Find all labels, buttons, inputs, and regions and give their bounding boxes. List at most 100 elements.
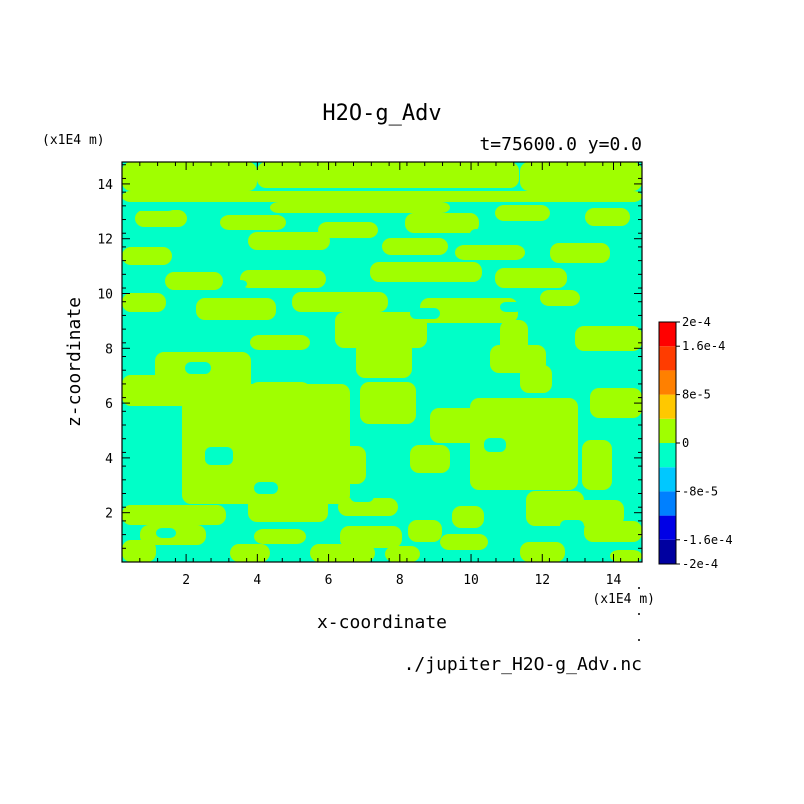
negative-region bbox=[350, 490, 374, 502]
colorbar-segment bbox=[659, 322, 676, 347]
negative-region bbox=[122, 205, 174, 211]
colorbar-label: 2e-4 bbox=[682, 315, 711, 329]
positive-region bbox=[340, 526, 402, 548]
negative-region bbox=[560, 520, 584, 532]
negative-region bbox=[156, 528, 176, 538]
colorbar-label: 1.6e-4 bbox=[682, 339, 725, 353]
chart-subtitle: t=75600.0 y=0.0 bbox=[479, 134, 642, 155]
negative-region bbox=[410, 308, 440, 319]
positive-region bbox=[175, 508, 203, 526]
x-tick-label: 8 bbox=[396, 573, 404, 588]
footer-dot bbox=[638, 587, 640, 589]
positive-region bbox=[240, 270, 326, 288]
colorbar-label: 0 bbox=[682, 436, 689, 450]
positive-region bbox=[452, 506, 484, 528]
x-tick-label: 10 bbox=[463, 573, 479, 588]
positive-region bbox=[584, 521, 642, 542]
positive-region bbox=[270, 202, 450, 213]
positive-region bbox=[135, 210, 187, 227]
negative-region bbox=[484, 438, 506, 452]
y-tick-label: 12 bbox=[97, 233, 113, 248]
positive-region bbox=[248, 232, 330, 250]
positive-region bbox=[455, 245, 525, 260]
colorbar-label: 8e-5 bbox=[682, 388, 711, 402]
colorbar-segment bbox=[659, 418, 676, 443]
positive-region bbox=[335, 312, 427, 348]
positive-region bbox=[165, 272, 223, 290]
positive-region bbox=[405, 213, 479, 233]
positive-region bbox=[220, 215, 286, 230]
positive-region bbox=[526, 491, 584, 526]
positive-region bbox=[370, 262, 482, 282]
negative-region bbox=[470, 229, 506, 239]
positive-region bbox=[590, 388, 642, 418]
negative-region bbox=[300, 220, 314, 230]
x-tick-label: 4 bbox=[253, 573, 261, 588]
colorbar-label: -2e-4 bbox=[682, 557, 718, 571]
heatmap-field bbox=[122, 162, 642, 562]
footer-dot bbox=[638, 639, 640, 641]
x-tick-label: 12 bbox=[534, 573, 550, 588]
positive-region bbox=[288, 390, 328, 412]
positive-region bbox=[360, 382, 416, 424]
positive-region bbox=[582, 440, 612, 490]
y-tick-label: 10 bbox=[97, 288, 113, 303]
y-tick-label: 8 bbox=[105, 342, 113, 357]
positive-region bbox=[250, 335, 310, 350]
footer-dot bbox=[638, 613, 640, 615]
x-tick-label: 6 bbox=[325, 573, 333, 588]
positive-region bbox=[500, 320, 528, 360]
positive-region bbox=[122, 247, 172, 265]
y-tick-label: 6 bbox=[105, 397, 113, 412]
source-file-label: ./jupiter_H2O-g_Adv.nc bbox=[404, 654, 642, 675]
positive-region bbox=[122, 293, 166, 312]
positive-region bbox=[520, 162, 642, 191]
positive-region bbox=[408, 520, 442, 542]
positive-region bbox=[232, 446, 296, 481]
y-tick-label: 4 bbox=[105, 452, 113, 467]
axis-ticks: 2 4 6 8 10 12 14 2 4 6 8 10 12 14 bbox=[97, 162, 642, 588]
plot-frame bbox=[121, 161, 643, 563]
colorbar-segment bbox=[659, 443, 676, 468]
colorbar-label: -1.6e-4 bbox=[682, 533, 733, 547]
positive-region bbox=[495, 268, 567, 288]
positive-region bbox=[306, 446, 366, 484]
positive-region bbox=[520, 542, 565, 562]
colorbar: 2e-4 1.6e-4 8e-5 0 -8e-5 -1.6e-4 -2e-4 bbox=[658, 315, 733, 571]
y-axis-label: z-coordinate bbox=[64, 297, 85, 427]
positive-region bbox=[122, 505, 226, 525]
x-tick-label: 14 bbox=[606, 573, 622, 588]
positive-region bbox=[318, 222, 378, 238]
y-tick-label: 2 bbox=[105, 507, 113, 522]
positive-region bbox=[585, 208, 630, 226]
positive-region bbox=[575, 326, 642, 351]
positive-region bbox=[410, 445, 450, 473]
colorbar-segment bbox=[659, 394, 676, 419]
x-axis-label: x-coordinate bbox=[317, 612, 447, 633]
positive-region bbox=[122, 191, 642, 202]
positive-region bbox=[310, 544, 375, 562]
positive-region bbox=[254, 529, 306, 544]
negative-region bbox=[185, 362, 211, 374]
positive-region bbox=[382, 238, 448, 255]
negative-region bbox=[205, 447, 233, 465]
colorbar-segment bbox=[659, 491, 676, 516]
y-tick-label: 14 bbox=[97, 178, 113, 193]
negative-region bbox=[398, 424, 424, 442]
negative-region bbox=[225, 280, 247, 288]
positive-region bbox=[257, 162, 519, 188]
negative-region bbox=[190, 216, 210, 228]
positive-region bbox=[196, 298, 276, 320]
positive-region bbox=[122, 540, 156, 562]
x-unit-label: (x1E4 m) bbox=[592, 592, 655, 607]
colorbar-label: -8e-5 bbox=[682, 484, 718, 498]
positive-region bbox=[540, 290, 580, 306]
positive-region bbox=[470, 398, 578, 490]
chart-title: H2O-g_Adv bbox=[322, 101, 441, 126]
positive-region bbox=[248, 494, 328, 522]
positive-region bbox=[385, 546, 420, 562]
footer-marks bbox=[638, 587, 640, 641]
positive-region bbox=[574, 500, 624, 526]
positive-region bbox=[230, 544, 270, 562]
positive-region bbox=[550, 243, 610, 263]
